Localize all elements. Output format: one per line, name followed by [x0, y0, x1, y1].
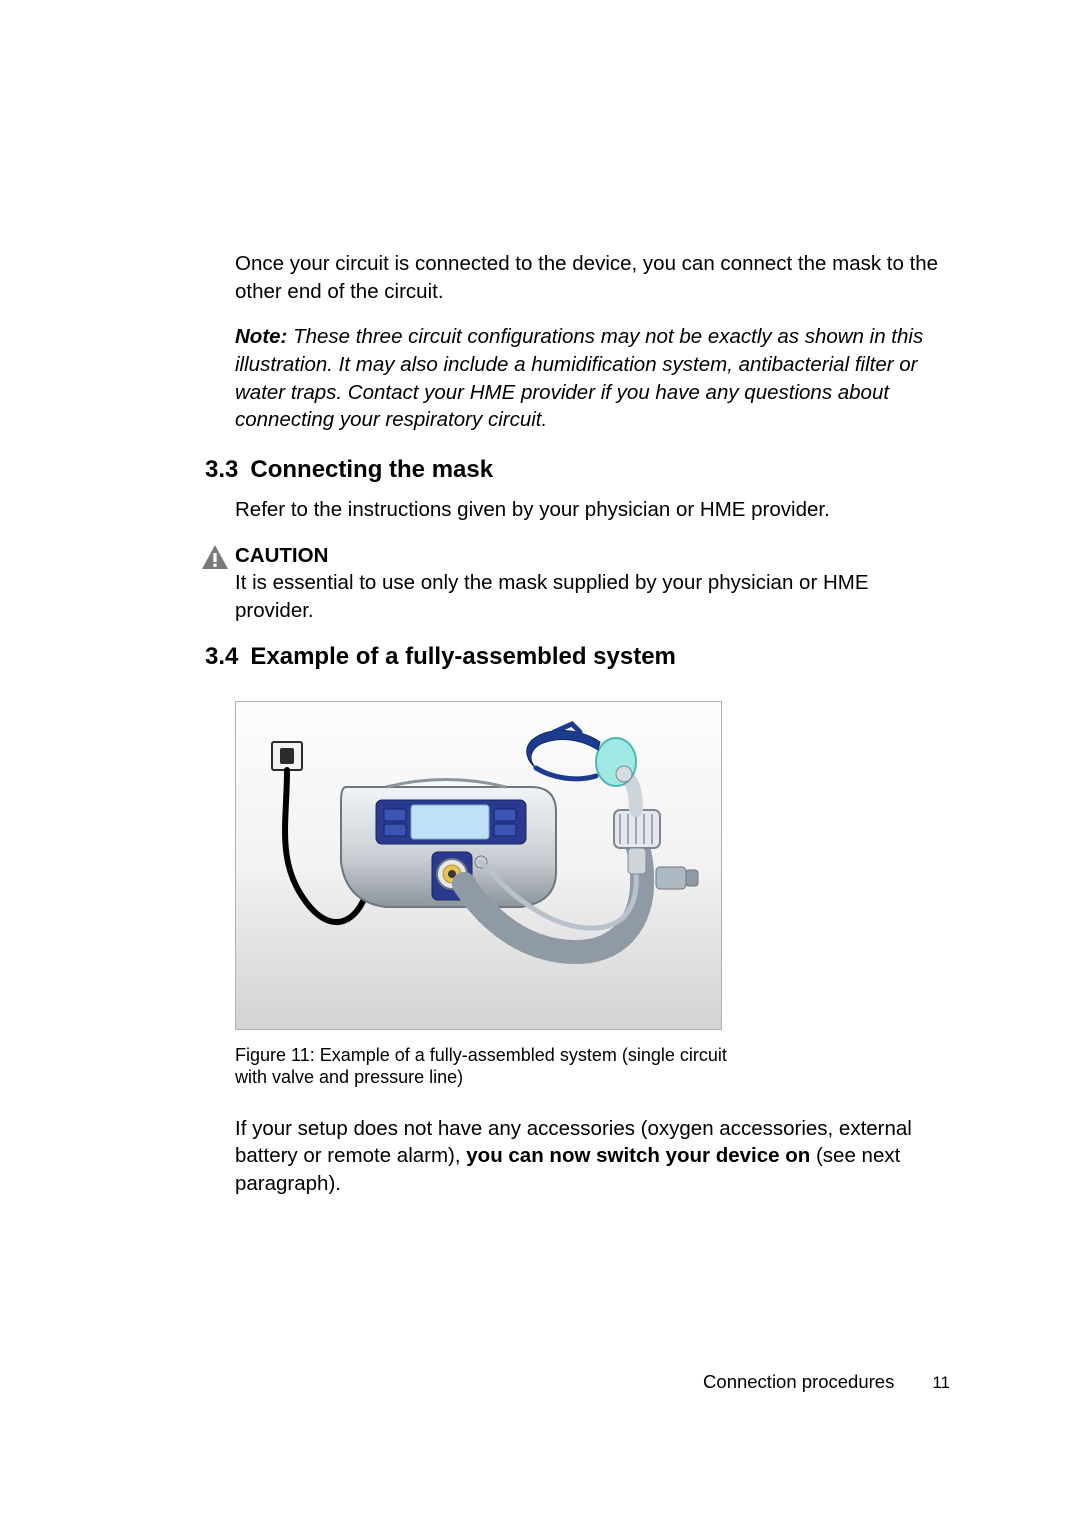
heading-number: 3.4 — [205, 643, 238, 671]
closing-paragraph: If your setup does not have any accessor… — [235, 1115, 950, 1198]
section-3-3-text: Refer to the instructions given by your … — [235, 496, 950, 524]
figure-11 — [235, 701, 722, 1030]
footer-section: Connection procedures — [703, 1371, 894, 1393]
page-footer: Connection procedures 11 — [703, 1371, 950, 1393]
document-page: Once your circuit is connected to the de… — [0, 0, 1080, 1527]
caution-label: CAUTION — [235, 542, 950, 570]
heading-title: Connecting the mask — [250, 456, 493, 484]
heading-title: Example of a fully-assembled system — [250, 643, 676, 671]
note-paragraph: Note: These three circuit configurations… — [235, 323, 950, 434]
figure-caption: Figure 11: Example of a fully-assembled … — [235, 1044, 735, 1089]
note-label: Note: — [235, 325, 287, 348]
closing-bold: you can now switch your device on — [466, 1144, 810, 1167]
heading-3-4: 3.4 Example of a fully-assembled system — [205, 643, 950, 671]
caution-block: CAUTION It is essential to use only the … — [235, 542, 950, 625]
heading-number: 3.3 — [205, 456, 238, 484]
assembled-system-illustration — [236, 702, 721, 1029]
heading-3-3: 3.3 Connecting the mask — [205, 456, 950, 484]
intro-paragraph: Once your circuit is connected to the de… — [235, 250, 950, 305]
caution-icon — [201, 544, 229, 575]
caution-text: It is essential to use only the mask sup… — [235, 569, 950, 624]
note-text: These three circuit configurations may n… — [235, 325, 923, 431]
footer-page-number: 11 — [932, 1373, 950, 1393]
